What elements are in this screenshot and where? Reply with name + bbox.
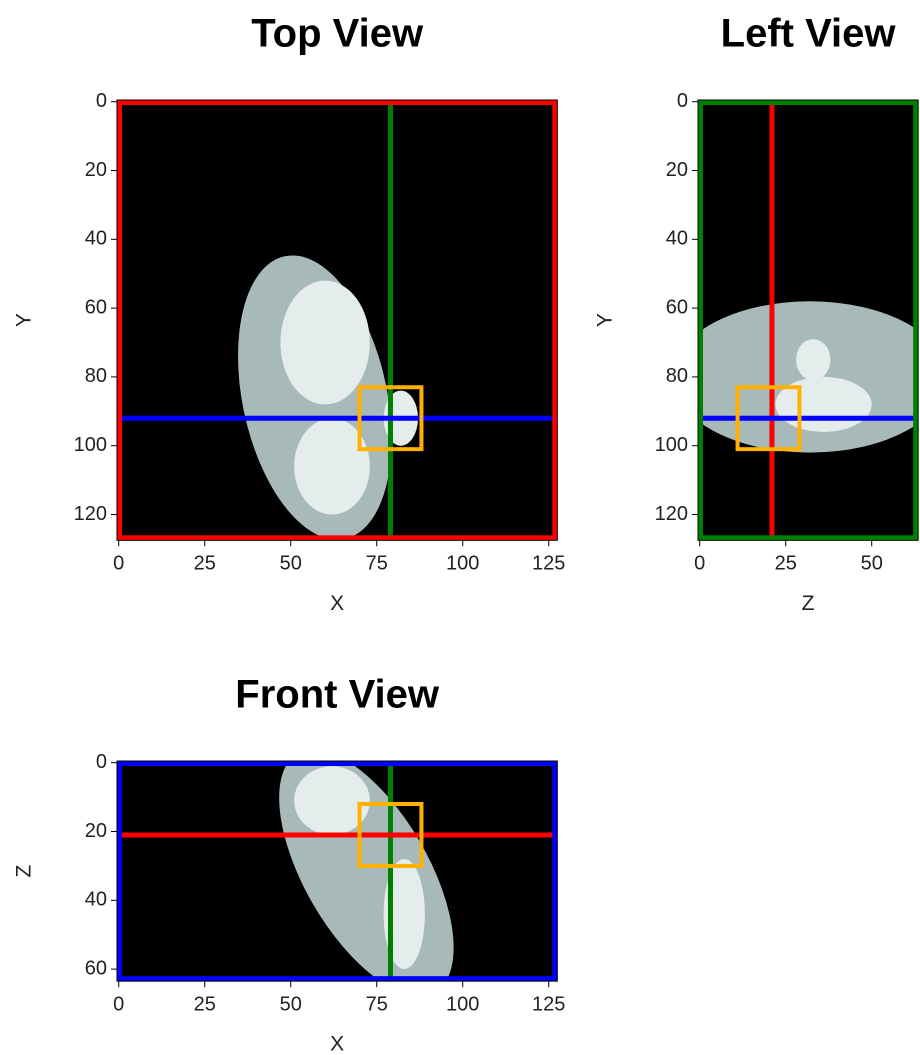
x-tick-label: 25 — [194, 553, 216, 575]
panel: 0 25 50 0 20 40 60 80 100 120 Left View Z Y — [594, 12, 920, 615]
y-tick-label: 20 — [85, 820, 107, 842]
y-tick-label: 100 — [74, 434, 107, 456]
y-axis-label: Y — [13, 313, 36, 327]
x-tick-label: 50 — [861, 553, 883, 575]
y-tick-label: 60 — [666, 296, 688, 318]
x-tick-label: 25 — [775, 553, 797, 575]
y-tick-label: 20 — [666, 159, 688, 181]
y-tick-label: 60 — [85, 296, 107, 318]
x-axis-label: X — [330, 1033, 344, 1055]
x-tick-label: 75 — [366, 553, 388, 575]
tissue — [775, 377, 871, 432]
chart-title: Left View — [721, 12, 897, 56]
figure: 0 25 50 75 100 125 0 20 40 60 80 100 120 Top View X Y 0 2… — [0, 0, 920, 1055]
y-tick-label: 60 — [85, 957, 107, 979]
chart-title: Top View — [251, 12, 424, 56]
panel: 0 25 50 75 100 125 0 20 40 60 Front View X Z — [13, 673, 566, 1055]
x-tick-label: 100 — [446, 993, 479, 1015]
tissue — [796, 339, 830, 380]
y-tick-label: 0 — [96, 90, 107, 112]
x-tick-label: 125 — [532, 553, 565, 575]
x-tick-label: 50 — [280, 553, 302, 575]
y-tick-label: 0 — [96, 751, 107, 773]
y-tick-label: 120 — [74, 503, 107, 525]
x-tick-label: 0 — [694, 553, 705, 575]
y-axis-label: Y — [594, 313, 617, 327]
x-tick-label: 75 — [366, 993, 388, 1015]
y-tick-label: 80 — [666, 365, 688, 387]
x-tick-label: 125 — [532, 993, 565, 1015]
y-tick-label: 40 — [666, 228, 688, 250]
x-axis-label: X — [330, 592, 344, 615]
x-tick-label: 0 — [113, 553, 124, 575]
x-tick-label: 100 — [446, 553, 479, 575]
y-tick-label: 100 — [655, 434, 688, 456]
y-tick-label: 40 — [85, 889, 107, 911]
tissue — [280, 281, 369, 405]
y-tick-label: 40 — [85, 228, 107, 250]
y-tick-label: 0 — [677, 90, 688, 112]
x-tick-label: 25 — [194, 993, 216, 1015]
x-tick-label: 0 — [113, 993, 124, 1015]
y-tick-label: 120 — [655, 503, 688, 525]
y-tick-label: 80 — [85, 365, 107, 387]
x-tick-label: 50 — [280, 993, 302, 1015]
chart-title: Front View — [235, 673, 440, 717]
x-axis-label: Z — [802, 592, 815, 615]
panel: 0 25 50 75 100 125 0 20 40 60 80 100 120 Top View X Y — [13, 12, 566, 615]
y-axis-label: Z — [13, 864, 36, 877]
y-tick-label: 20 — [85, 159, 107, 181]
